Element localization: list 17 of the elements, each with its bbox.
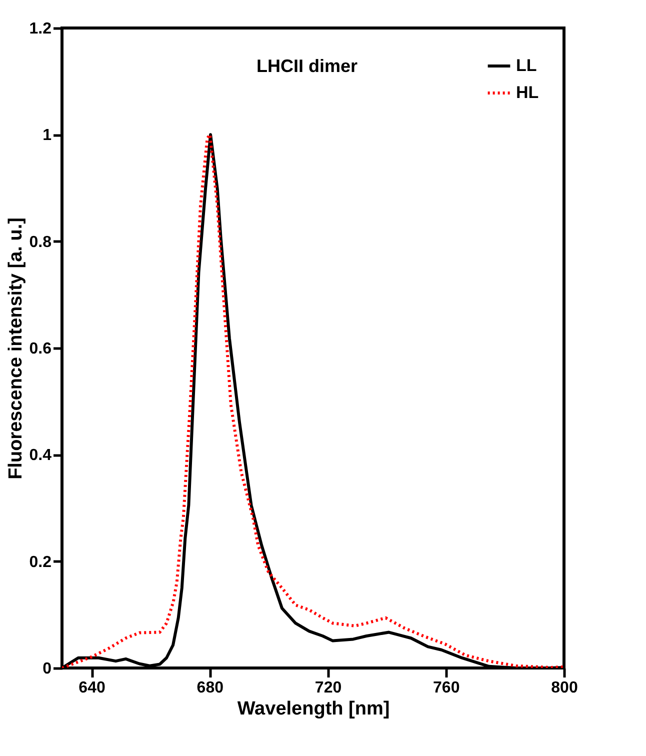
x-axis-title: Wavelength [nm]: [237, 698, 390, 720]
x-tick-label: 720: [314, 680, 342, 696]
y-tick-label: 0.4: [29, 447, 52, 464]
y-tick-label: 0: [42, 660, 52, 678]
x-tick-label: 680: [196, 680, 224, 696]
legend-label: LL: [516, 56, 537, 75]
y-tick-label: 0.8: [29, 234, 52, 251]
y-tick-label: 1: [42, 127, 52, 144]
x-tick-label: 800: [551, 680, 578, 696]
x-tick-label: 640: [78, 680, 106, 696]
y-tick-label: 0.6: [29, 340, 52, 358]
text: LHCII dimer: [256, 56, 358, 76]
x-tick-label: 760: [433, 680, 460, 696]
legend-label: HL: [516, 83, 539, 102]
y-axis-title: Fluorescence intensity [a. u.]: [5, 218, 26, 480]
y-tick-label: 0.2: [29, 554, 52, 571]
y-tick-label: 1.2: [29, 20, 52, 38]
